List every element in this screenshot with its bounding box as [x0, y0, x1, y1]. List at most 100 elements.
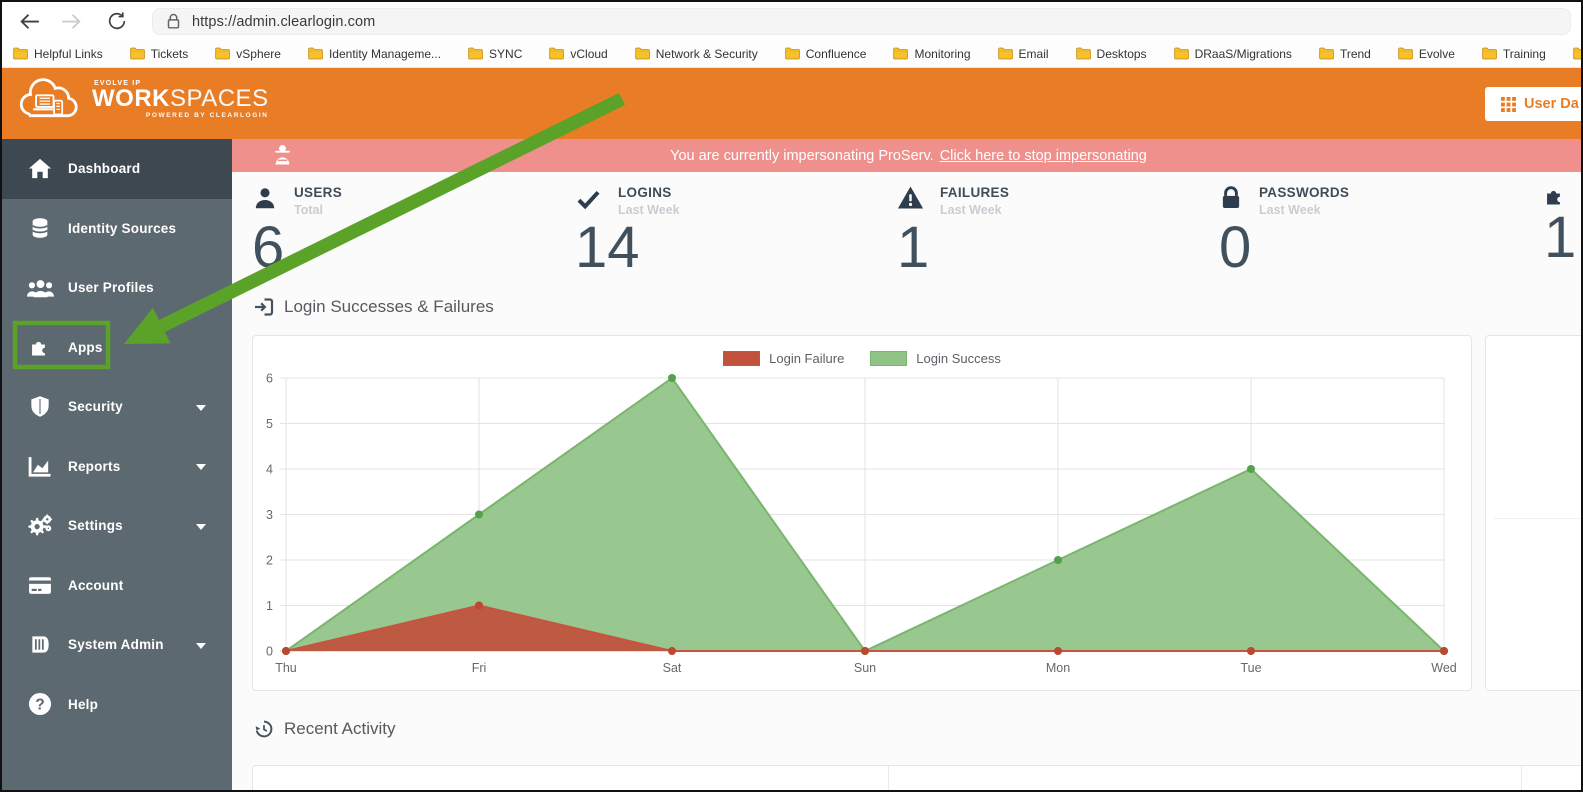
stat-sublabel: Total [294, 203, 323, 217]
bookmark-folder-evolve[interactable]: Evolve [1398, 47, 1455, 61]
back-arrow-icon[interactable] [14, 6, 44, 36]
help-icon: ? [25, 692, 55, 716]
bookmark-label: SYNC [489, 46, 523, 61]
sidebar-item-account[interactable]: Account [2, 556, 232, 616]
stat-label: LOGINS [618, 185, 672, 200]
history-icon [254, 719, 274, 739]
sidebar-item-label: User Profiles [68, 280, 154, 296]
sidebar-item-dashboard[interactable]: Dashboard [2, 139, 232, 199]
bookmark-label: Evolve [1418, 46, 1455, 61]
bookmark-folder-confluence[interactable]: Confluence [784, 46, 867, 61]
sidebar-item-label: System Admin [68, 637, 164, 653]
brand-text: EVOLVE IP WORKSPACES POWERED BY CLEARLOG… [92, 80, 269, 120]
legend-item-login-success: Login Success [870, 351, 1001, 366]
impersonation-banner: You are currently impersonating ProServ.… [232, 139, 1581, 172]
bookmark-label: Confluence [805, 46, 867, 61]
browser-toolbar: https://admin.clearlogin.com [2, 2, 1581, 40]
bookmark-folder-tickets[interactable]: Tickets [129, 47, 188, 61]
svg-text:6: 6 [266, 372, 273, 386]
stat-item: 1 [1544, 185, 1581, 267]
stat-label: FAILURES [940, 185, 1010, 200]
folder-icon [308, 47, 323, 60]
legend-swatch [870, 351, 908, 366]
bookmark-label: vCloud [570, 46, 608, 61]
svg-text:Sat: Sat [663, 661, 682, 675]
sidebar-item-reports[interactable]: Reports [2, 437, 232, 497]
sidebar-item-label: Reports [68, 458, 121, 474]
svg-text:Wed: Wed [1431, 661, 1457, 675]
address-bar[interactable]: https://admin.clearlogin.com [152, 8, 1571, 35]
sidebar-item-label: Security [68, 399, 123, 415]
folder-icon [129, 47, 145, 60]
bookmark-folder-identity-manageme[interactable]: Identity Manageme... [308, 47, 441, 61]
bookmark-folder-training[interactable]: Training [1482, 47, 1546, 61]
folder-icon [215, 47, 231, 60]
stat-label: PASSWORDS [1259, 185, 1350, 200]
stat-failures: FAILURES Last Week 1 [897, 185, 1197, 277]
stat-sublabel: Last Week [618, 203, 680, 217]
sidebar-item-security[interactable]: Security [2, 377, 232, 437]
bookmark-folder-desktops[interactable]: Desktops [1075, 46, 1147, 61]
bookmark-folder-sync[interactable]: SYNC [468, 47, 522, 61]
bookmark-label: Desktops [1096, 46, 1147, 61]
sidebar-item-help[interactable]: ? Help [2, 675, 232, 735]
chart-section-title: Login Successes & Failures [254, 297, 494, 317]
bookmark-folder-network-security[interactable]: Network & Security [634, 47, 758, 61]
bookmark-folder-vsphere[interactable]: vSphere [215, 47, 281, 61]
folder-icon [1398, 47, 1413, 60]
stat-value: 6 [252, 215, 285, 280]
login-chart: 0 1 2 3 4 5 6 Thu Fri Sat Sun Mon Tue Wed [266, 372, 1457, 676]
svg-text:0: 0 [266, 645, 273, 659]
folder-icon [893, 47, 909, 60]
panel-divider [1494, 518, 1581, 519]
bookmark-folder-trend[interactable]: Trend [1319, 47, 1371, 61]
bookmark-label: Identity Manageme... [328, 46, 442, 61]
sidebar-item-label: Help [68, 696, 99, 712]
url-text: https://admin.clearlogin.com [192, 13, 376, 30]
cloud-workspaces-icon [14, 74, 86, 126]
sidebar-item-system-admin[interactable]: System Admin [2, 615, 232, 675]
stat-logins: LOGINS Last Week 14 [575, 185, 875, 277]
sidebar-item-apps[interactable]: Apps [2, 318, 232, 378]
bookmark-folder-helpful-links[interactable]: Helpful Links [13, 47, 103, 61]
stat-sublabel: Last Week [1259, 203, 1321, 217]
column-divider [888, 766, 889, 790]
stat-value: 0 [1219, 215, 1252, 280]
bookmark-folder-vcloud[interactable]: vCloud [549, 46, 608, 61]
side-panel-partial [1485, 335, 1581, 691]
shield-icon [25, 395, 55, 418]
bookmark-label: Training [1502, 46, 1546, 61]
user-dashboard-button[interactable]: User Da [1485, 87, 1581, 121]
legend-item-login-failure: Login Failure [723, 351, 844, 366]
bookmark-folder-draas-migrations[interactable]: DRaaS/Migrations [1173, 47, 1292, 61]
chart-legend: Login Failure Login Success [253, 351, 1471, 366]
forward-arrow-icon[interactable] [56, 6, 86, 36]
legend-swatch [723, 351, 761, 366]
bookmark-label: Email [1018, 46, 1049, 61]
sidebar-item-settings[interactable]: Settings [2, 496, 232, 556]
warning-icon [897, 185, 924, 210]
sidebar-item-label: Apps [68, 339, 103, 355]
refresh-icon[interactable] [102, 6, 132, 36]
banner-text: You are currently impersonating ProServ. [670, 147, 934, 164]
column-divider [1521, 766, 1522, 790]
stop-impersonating-link[interactable]: Click here to stop impersonating [939, 147, 1147, 164]
activity-count-partial: 0 [1188, 784, 1220, 791]
sidebar-item-user-profiles[interactable]: User Profiles [2, 258, 232, 318]
bookmark-folder-email[interactable]: Email [997, 46, 1049, 61]
folder-icon [784, 47, 800, 60]
svg-text:3: 3 [266, 508, 273, 522]
stat-value: 14 [575, 215, 640, 280]
sidebar-item-identity-sources[interactable]: Identity Sources [2, 199, 232, 259]
bookmark-label: Trend [1339, 46, 1371, 61]
folder-icon [997, 47, 1013, 60]
folder-icon [13, 47, 28, 60]
users-icon [25, 278, 55, 298]
stat-users: USERS Total 6 [252, 185, 552, 277]
database-icon [25, 217, 55, 239]
bookmark-folder-monitoring[interactable]: Monitoring [893, 47, 971, 61]
bookmark-folder-misc[interactable]: Misc [1573, 47, 1581, 61]
home-icon [25, 158, 55, 179]
app-header: EVOLVE IP WORKSPACES POWERED BY CLEARLOG… [2, 68, 1581, 139]
